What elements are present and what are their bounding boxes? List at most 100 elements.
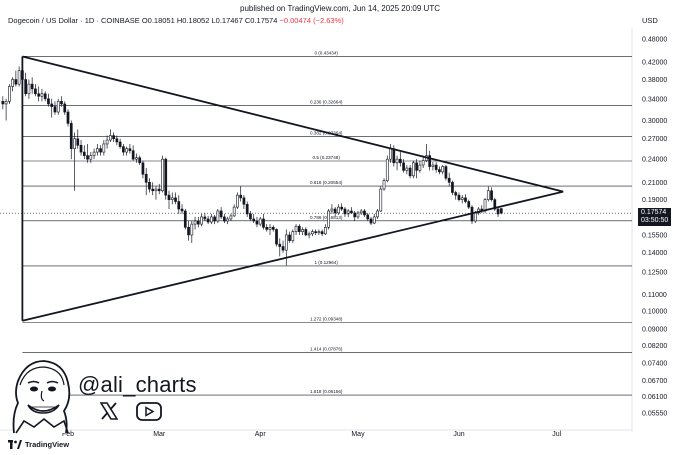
- youtube-play-icon[interactable]: [136, 402, 162, 421]
- candle-body: [366, 214, 370, 220]
- x-tick-label: Jul: [552, 431, 561, 438]
- candle-body: [460, 197, 464, 200]
- candle-body: [346, 210, 350, 215]
- ohlc-open: O0.18051: [141, 16, 175, 25]
- y-tick-label: 0.08200: [642, 343, 667, 350]
- symbol-header: Dogecoin / US Dollar · 1D · COINBASE O0.…: [8, 16, 344, 25]
- candle-body: [490, 190, 493, 200]
- candle-body: [372, 216, 376, 224]
- candle-body: [376, 210, 379, 218]
- candle-body: [82, 151, 86, 156]
- fib-level-label: 0.786 (0.16813): [310, 215, 343, 220]
- candle-body: [141, 162, 145, 175]
- candle-body: [333, 208, 337, 214]
- candle-body: [464, 197, 467, 202]
- candle-body: [473, 212, 477, 222]
- candle-body: [86, 155, 89, 160]
- y-tick-label: 0.14000: [642, 250, 667, 257]
- candle-body: [444, 166, 448, 179]
- candle-body: [284, 234, 288, 251]
- candle-body: [324, 226, 327, 235]
- candle-body: [170, 197, 174, 200]
- candle-body: [223, 216, 226, 222]
- candle-body: [229, 215, 233, 220]
- candle-body: [203, 216, 207, 220]
- candle-body: [14, 79, 18, 85]
- candle-body: [271, 226, 275, 230]
- candle-body: [180, 208, 184, 212]
- x-logo-icon[interactable]: [100, 402, 118, 420]
- published-line: published on TradingView.com, Jun 14, 20…: [240, 4, 440, 13]
- candle-body: [496, 208, 500, 215]
- y-tick-label: 0.19000: [642, 197, 667, 204]
- candle-body: [11, 79, 14, 87]
- ohlc-low: L0.17467: [211, 16, 243, 25]
- candle-body: [37, 93, 41, 97]
- candle-body: [428, 155, 431, 167]
- fib-level-label: 1.618 (0.06156): [310, 389, 343, 394]
- candle-body: [340, 206, 344, 210]
- candle-body: [389, 148, 392, 160]
- candle-body: [193, 220, 197, 225]
- candle-body: [131, 150, 135, 160]
- candle-body: [350, 210, 353, 214]
- candle-body: [118, 141, 122, 147]
- candle-body: [47, 98, 50, 105]
- candle-body: [148, 182, 151, 190]
- candle-body: [79, 144, 83, 153]
- candle-body: [304, 229, 308, 236]
- candle-body: [109, 135, 112, 141]
- candle-body: [395, 158, 399, 164]
- candle-body: [447, 177, 451, 183]
- candle-body: [385, 158, 389, 181]
- candle-body: [402, 162, 405, 171]
- candle-body: [105, 139, 109, 145]
- candle-body: [239, 194, 243, 199]
- bar-countdown: 03:50:50: [641, 217, 669, 225]
- fib-level-label: 0.618 (0.20554): [310, 180, 343, 185]
- fib-level-label: 0.5 (0.23748): [313, 155, 341, 160]
- tradingview-logo-text: TradingView: [25, 440, 70, 449]
- y-tick-label: 0.30000: [642, 118, 667, 125]
- candle-body: [112, 135, 115, 140]
- candle-body: [95, 148, 99, 153]
- candle-body: [415, 162, 418, 171]
- candle-body: [434, 164, 438, 170]
- candle-body: [493, 199, 497, 210]
- candle-body: [408, 167, 412, 177]
- candle-body: [405, 167, 409, 171]
- candle-body: [398, 158, 402, 164]
- candle-body: [206, 218, 210, 223]
- candle-body: [187, 226, 190, 236]
- candle-body: [30, 83, 34, 90]
- candle-body: [210, 216, 213, 223]
- y-tick-label: 0.09000: [642, 327, 667, 334]
- triangle-upper-trendline: [22, 55, 564, 193]
- candle-body: [268, 226, 272, 230]
- candle-body: [356, 212, 360, 218]
- candle-body: [24, 79, 27, 95]
- candle-body: [99, 148, 102, 153]
- tradingview-logo[interactable]: TradingView: [8, 440, 69, 449]
- ohlc-high: H0.18052: [176, 16, 210, 25]
- x-tick-label: Jun: [453, 431, 464, 438]
- candle-body: [499, 208, 503, 214]
- candle-body: [288, 234, 291, 241]
- candle-body: [53, 106, 57, 113]
- candle-body: [43, 93, 47, 100]
- candle-body: [232, 206, 236, 217]
- y-tick-label: 0.05550: [642, 411, 667, 418]
- fib-level-label: 0.236 (0.32664): [310, 100, 343, 105]
- price-change: −0.00474 (−2.63%): [279, 16, 344, 25]
- x-tick-label: Mar: [153, 431, 166, 438]
- fib-level-label: 1 (0.12964): [314, 260, 338, 265]
- candle-body: [17, 70, 21, 85]
- last-price-value: 0.17574: [641, 209, 667, 217]
- y-tick-label: 0.06100: [642, 394, 667, 401]
- candle-body: [144, 173, 148, 183]
- tradingview-mark-icon: [8, 440, 22, 449]
- fib-level-label: 0 (0.43434): [314, 50, 338, 55]
- candle-body: [311, 231, 314, 235]
- y-tick-label: 0.21000: [642, 180, 667, 187]
